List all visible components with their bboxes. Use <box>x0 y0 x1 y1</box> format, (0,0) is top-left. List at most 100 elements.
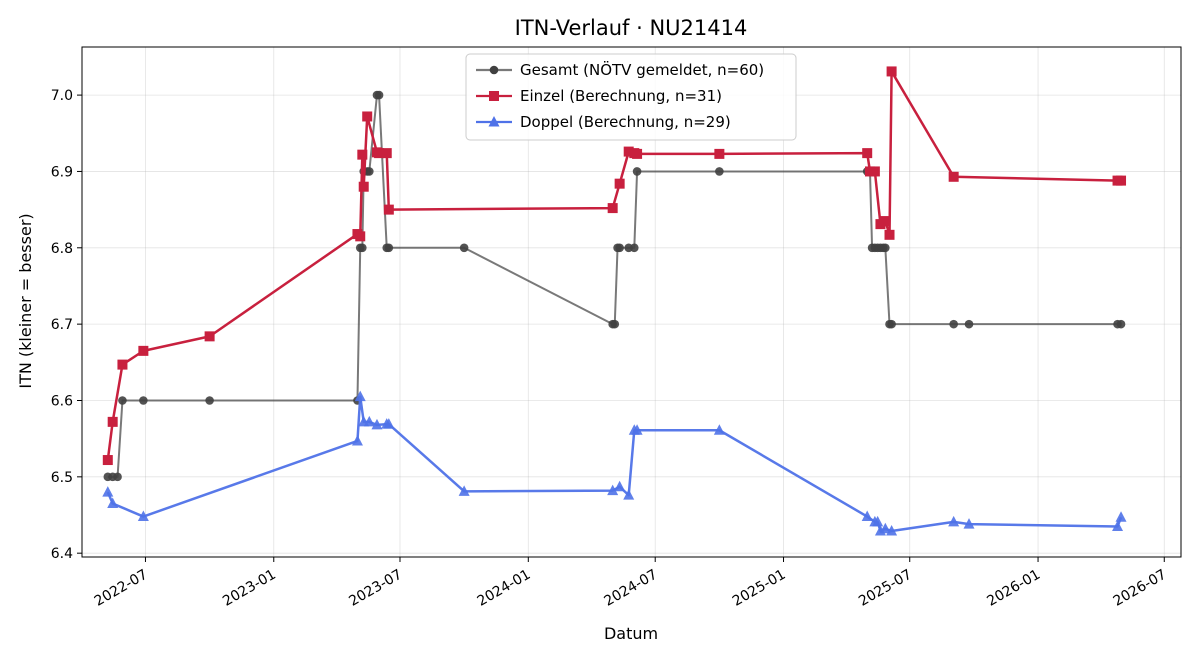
data-point <box>358 181 369 192</box>
data-point <box>964 319 974 329</box>
y-tick-label: 6.7 <box>51 317 73 333</box>
data-point <box>374 148 385 159</box>
data-point <box>374 90 384 100</box>
data-point <box>107 416 118 427</box>
data-point <box>1112 520 1124 531</box>
data-point <box>869 166 880 177</box>
data-point <box>458 485 470 496</box>
data-point <box>102 455 113 466</box>
data-point <box>139 396 148 405</box>
data-point <box>117 359 128 370</box>
data-point <box>632 167 642 176</box>
x-tick-label: 2026-01 <box>984 567 1043 610</box>
data-point <box>362 111 373 122</box>
plot-frame <box>81 46 1182 558</box>
x-tick-label: 2023-07 <box>346 567 405 610</box>
data-point <box>1116 175 1127 186</box>
legend-marker <box>489 65 499 75</box>
chart-title: ITN-Verlauf · NU21414 <box>515 16 748 40</box>
data-point <box>610 319 620 329</box>
data-point <box>383 418 395 429</box>
data-point <box>363 415 375 427</box>
data-point <box>713 424 725 435</box>
y-tick-label: 6.8 <box>51 241 73 257</box>
data-point <box>623 489 635 500</box>
data-point <box>357 149 368 160</box>
data-point <box>1115 511 1127 522</box>
y-tick-label: 7.0 <box>51 88 73 104</box>
legend-marker <box>488 116 500 127</box>
y-tick-label: 6.5 <box>51 470 73 486</box>
data-point <box>459 243 469 253</box>
y-axis-title: ITN (kleiner = besser) <box>16 213 35 388</box>
data-point <box>614 480 626 492</box>
data-point <box>629 243 639 253</box>
data-point <box>963 518 975 529</box>
legend-label: Doppel (Berechnung, n=29) <box>520 113 731 131</box>
data-point <box>861 510 873 522</box>
data-point <box>607 484 619 496</box>
data-point <box>872 515 884 527</box>
series-line <box>106 395 1123 533</box>
legend-label: Einzel (Berechnung, n=31) <box>520 87 722 105</box>
x-axis-title: Datum <box>604 624 658 643</box>
y-tick-label: 6.4 <box>51 546 73 562</box>
data-point <box>632 148 643 159</box>
data-point <box>102 486 114 497</box>
data-point <box>886 525 898 536</box>
data-point <box>383 204 394 215</box>
data-point <box>137 510 149 522</box>
data-point <box>948 515 960 527</box>
x-tick-label: 2023-01 <box>220 567 279 610</box>
data-point <box>614 178 625 189</box>
data-point <box>879 522 891 534</box>
legend-label: Gesamt (NÖTV gemeldet, n=60) <box>520 60 764 79</box>
data-point <box>1116 319 1126 329</box>
legend-item: Einzel (Berechnung, n=31) <box>476 87 722 105</box>
legend-box <box>465 53 797 141</box>
x-tick-label: 2026-07 <box>1111 567 1170 610</box>
data-point <box>138 345 149 356</box>
legend: Gesamt (NÖTV gemeldet, n=60) Einzel (Bere… <box>465 53 797 141</box>
data-point <box>358 243 367 253</box>
data-point <box>862 148 873 159</box>
data-point <box>615 243 624 253</box>
series-einzel <box>102 66 1127 466</box>
legend-item: Gesamt (NÖTV gemeldet, n=60) <box>476 60 764 79</box>
data-point <box>113 472 122 482</box>
data-point <box>623 146 634 157</box>
data-point <box>118 396 127 405</box>
data-point <box>365 167 374 176</box>
legend-marker <box>489 91 499 101</box>
data-point <box>354 390 366 402</box>
data-point <box>355 231 366 242</box>
data-point <box>886 66 897 77</box>
data-point <box>381 148 392 159</box>
legend-item: Doppel (Berechnung, n=29) <box>476 113 731 131</box>
x-tick-label: 2022-07 <box>92 567 151 610</box>
data-point <box>948 171 959 182</box>
data-point <box>714 148 725 159</box>
data-point <box>371 418 383 430</box>
data-point <box>884 229 895 240</box>
x-tick-label: 2025-01 <box>730 567 789 610</box>
y-tick-label: 6.6 <box>51 393 73 409</box>
x-tick-label: 2025-07 <box>856 567 915 610</box>
data-point <box>949 319 958 329</box>
data-point <box>715 167 724 176</box>
y-tick-label: 6.9 <box>51 164 73 180</box>
data-point <box>631 424 643 435</box>
data-point <box>887 319 896 329</box>
data-point <box>204 331 215 342</box>
data-point <box>107 497 119 509</box>
data-point <box>205 396 214 405</box>
data-point <box>384 243 394 253</box>
data-point <box>880 216 891 227</box>
x-tick-label: 2024-01 <box>475 567 534 610</box>
series-layer <box>102 66 1127 536</box>
series-gesamt <box>103 90 1126 482</box>
data-point <box>881 243 890 253</box>
series-doppel <box>102 390 1127 536</box>
